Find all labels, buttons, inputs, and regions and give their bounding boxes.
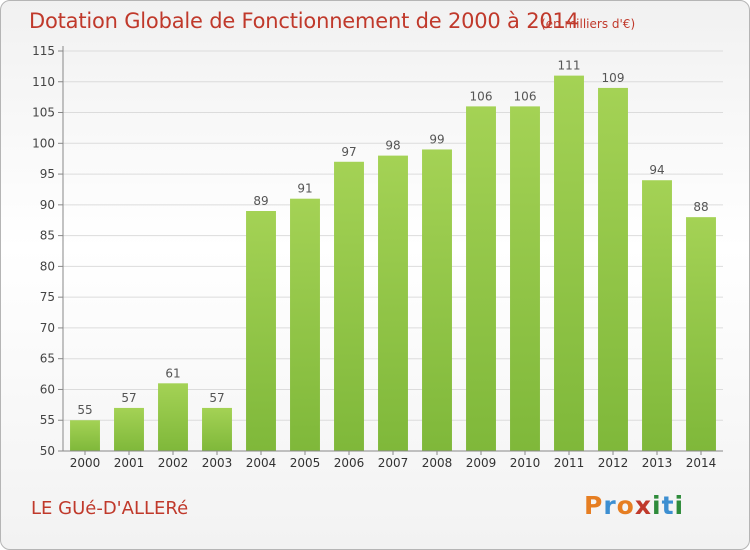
x-tick-label: 2000 [70, 456, 101, 470]
bar-value-label: 99 [429, 132, 444, 146]
bar-2011 [554, 75, 584, 451]
y-tick-label: 60 [40, 382, 55, 396]
y-tick-label: 100 [32, 136, 55, 150]
chart-title: Dotation Globale de Fonctionnement de 20… [29, 9, 579, 33]
bar-2012 [598, 87, 628, 451]
bar-2007 [378, 155, 408, 451]
bar-2009 [466, 106, 496, 451]
bar-2008 [422, 149, 452, 451]
y-tick-label: 55 [40, 413, 55, 427]
x-tick-label: 2012 [598, 456, 629, 470]
bar-2004 [246, 211, 276, 451]
bar-value-label: 94 [649, 163, 664, 177]
x-tick-label: 2003 [202, 456, 233, 470]
logo-letter: i [652, 491, 662, 520]
x-tick-label: 2010 [510, 456, 541, 470]
x-tick-label: 2009 [466, 456, 497, 470]
x-tick-label: 2013 [642, 456, 673, 470]
bar-value-label: 106 [514, 89, 537, 103]
bar-value-label: 111 [558, 59, 581, 73]
bar-value-label: 109 [602, 71, 625, 85]
logo-letter: x [634, 491, 652, 520]
proxiti-logo[interactable]: Proxiti [584, 491, 684, 520]
y-tick-label: 65 [40, 352, 55, 366]
bar-value-label: 57 [209, 391, 224, 405]
x-tick-label: 2007 [378, 456, 409, 470]
bar-value-label: 97 [341, 145, 356, 159]
logo-letter: i [674, 491, 685, 520]
y-tick-label: 115 [32, 44, 55, 58]
bar-value-label: 98 [385, 139, 400, 153]
bar-2001 [114, 407, 144, 451]
x-tick-label: 2011 [554, 456, 585, 470]
x-tick-label: 2005 [290, 456, 321, 470]
bar-value-label: 61 [165, 366, 180, 380]
logo-letter: P [584, 491, 604, 520]
y-tick-label: 75 [40, 290, 55, 304]
y-tick-label: 95 [40, 167, 55, 181]
x-tick-label: 2008 [422, 456, 453, 470]
bar-2013 [642, 180, 672, 451]
x-tick-label: 2014 [686, 456, 717, 470]
commune-name: LE GUé-D'ALLERé [31, 498, 189, 519]
bar-2000 [70, 420, 100, 451]
y-tick-label: 90 [40, 198, 55, 212]
bar-value-label: 106 [470, 89, 493, 103]
y-tick-label: 80 [40, 259, 55, 273]
x-tick-label: 2002 [158, 456, 189, 470]
x-tick-label: 2004 [246, 456, 277, 470]
bar-2005 [290, 198, 320, 451]
y-tick-label: 110 [32, 75, 55, 89]
bar-2014 [686, 217, 716, 451]
x-tick-label: 2001 [114, 456, 145, 470]
chart-unit: (en milliers d'€) [541, 17, 636, 31]
y-tick-label: 105 [32, 106, 55, 120]
x-tick-label: 2006 [334, 456, 365, 470]
logo-letter: r [603, 491, 617, 520]
y-tick-label: 50 [40, 444, 55, 458]
bar-value-label: 89 [253, 194, 268, 208]
bar-value-label: 88 [693, 200, 708, 214]
y-tick-label: 70 [40, 321, 55, 335]
logo-letter: t [661, 491, 675, 520]
bar-2002 [158, 383, 188, 451]
bar-value-label: 55 [77, 403, 92, 417]
y-tick-label: 85 [40, 229, 55, 243]
bar-2006 [334, 161, 364, 451]
bar-2010 [510, 106, 540, 451]
logo-letter: o [616, 491, 635, 520]
bar-value-label: 91 [297, 182, 312, 196]
bar-value-label: 57 [121, 391, 136, 405]
bar-2003 [202, 407, 232, 451]
